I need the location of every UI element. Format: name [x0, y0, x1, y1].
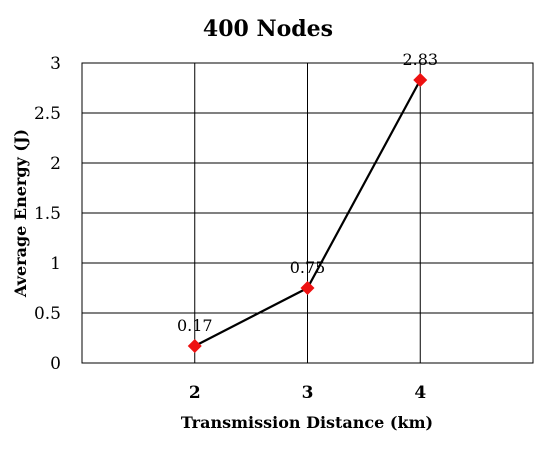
y-tick-label: 2.5 — [34, 104, 61, 124]
y-tick-label: 1.5 — [34, 204, 61, 224]
x-tick-label: 3 — [302, 383, 314, 403]
data-label: 2.83 — [402, 50, 438, 69]
data-point-marker — [187, 339, 202, 353]
y-axis-label: Average Energy (J) — [11, 129, 30, 298]
chart-title: 400 Nodes — [203, 16, 333, 42]
data-labels: 0.17 0.75 2.83 — [177, 50, 438, 335]
y-tick-label: 1 — [50, 254, 61, 274]
y-tick-label: 2 — [50, 154, 61, 174]
data-point-marker — [413, 73, 428, 87]
x-tick-labels: 2 3 4 — [189, 383, 427, 403]
x-axis-label: Transmission Distance (km) — [181, 413, 433, 432]
y-tick-labels: 0 0.5 1 1.5 2 2.5 3 — [34, 54, 61, 374]
y-tick-label: 0.5 — [34, 304, 61, 324]
data-point-marker — [300, 281, 315, 295]
data-label: 0.17 — [177, 316, 213, 335]
y-tick-label: 0 — [50, 354, 61, 374]
data-label: 0.75 — [290, 258, 326, 277]
x-tick-label: 2 — [189, 383, 201, 403]
plot-grid — [81, 62, 534, 364]
series — [187, 73, 428, 353]
y-tick-label: 3 — [50, 54, 61, 74]
x-tick-label: 4 — [414, 383, 426, 403]
